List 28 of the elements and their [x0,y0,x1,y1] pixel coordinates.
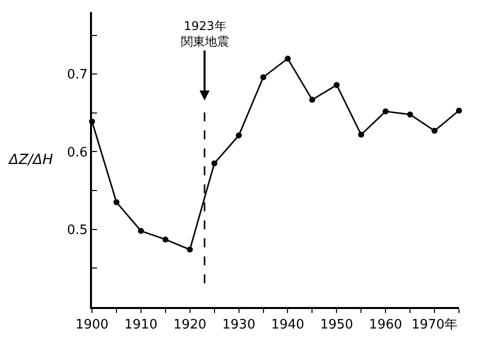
x-tick-label: 1900 [75,317,109,332]
point [456,108,462,114]
point [236,132,242,138]
x-tick-label: 1950 [320,317,354,332]
x-tick-label: 1910 [124,317,158,332]
point [186,246,193,253]
x-tick-label: 1970年 [411,317,458,332]
point [382,108,389,114]
point [113,199,120,206]
x-tick-label: 1920 [173,317,206,332]
point [211,160,218,166]
point [260,74,266,80]
x-tick-label: 1960 [369,317,402,332]
x-tick-label: 1940 [271,317,304,332]
point [334,82,340,88]
y-tick-label: 0.5 [66,222,88,238]
y-axis-title: ΔZ/ΔH [8,152,54,168]
point [309,96,316,103]
point [358,132,364,138]
y-tick-label: 0.6 [66,145,88,160]
point [407,111,414,118]
point [138,228,144,234]
point [284,56,291,62]
point [162,236,168,242]
point [432,128,438,134]
x-tick-label: 1930 [222,317,256,332]
ref-line-label: 1923年関東地震 [181,19,229,49]
y-tick-label: 0.7 [66,68,88,83]
